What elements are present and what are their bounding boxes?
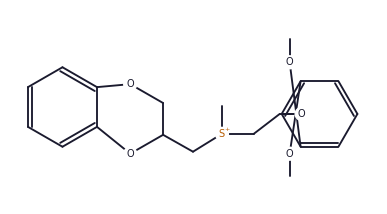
Text: O: O bbox=[127, 149, 134, 159]
Circle shape bbox=[283, 56, 296, 69]
Circle shape bbox=[295, 107, 308, 120]
Text: O: O bbox=[127, 79, 134, 89]
Text: O: O bbox=[298, 109, 305, 119]
Text: O: O bbox=[286, 149, 293, 159]
Circle shape bbox=[124, 147, 137, 160]
Circle shape bbox=[216, 127, 228, 140]
Circle shape bbox=[283, 147, 296, 160]
Text: O: O bbox=[286, 57, 293, 67]
Circle shape bbox=[124, 78, 137, 91]
Text: +: + bbox=[224, 128, 230, 132]
Text: S: S bbox=[219, 129, 225, 139]
